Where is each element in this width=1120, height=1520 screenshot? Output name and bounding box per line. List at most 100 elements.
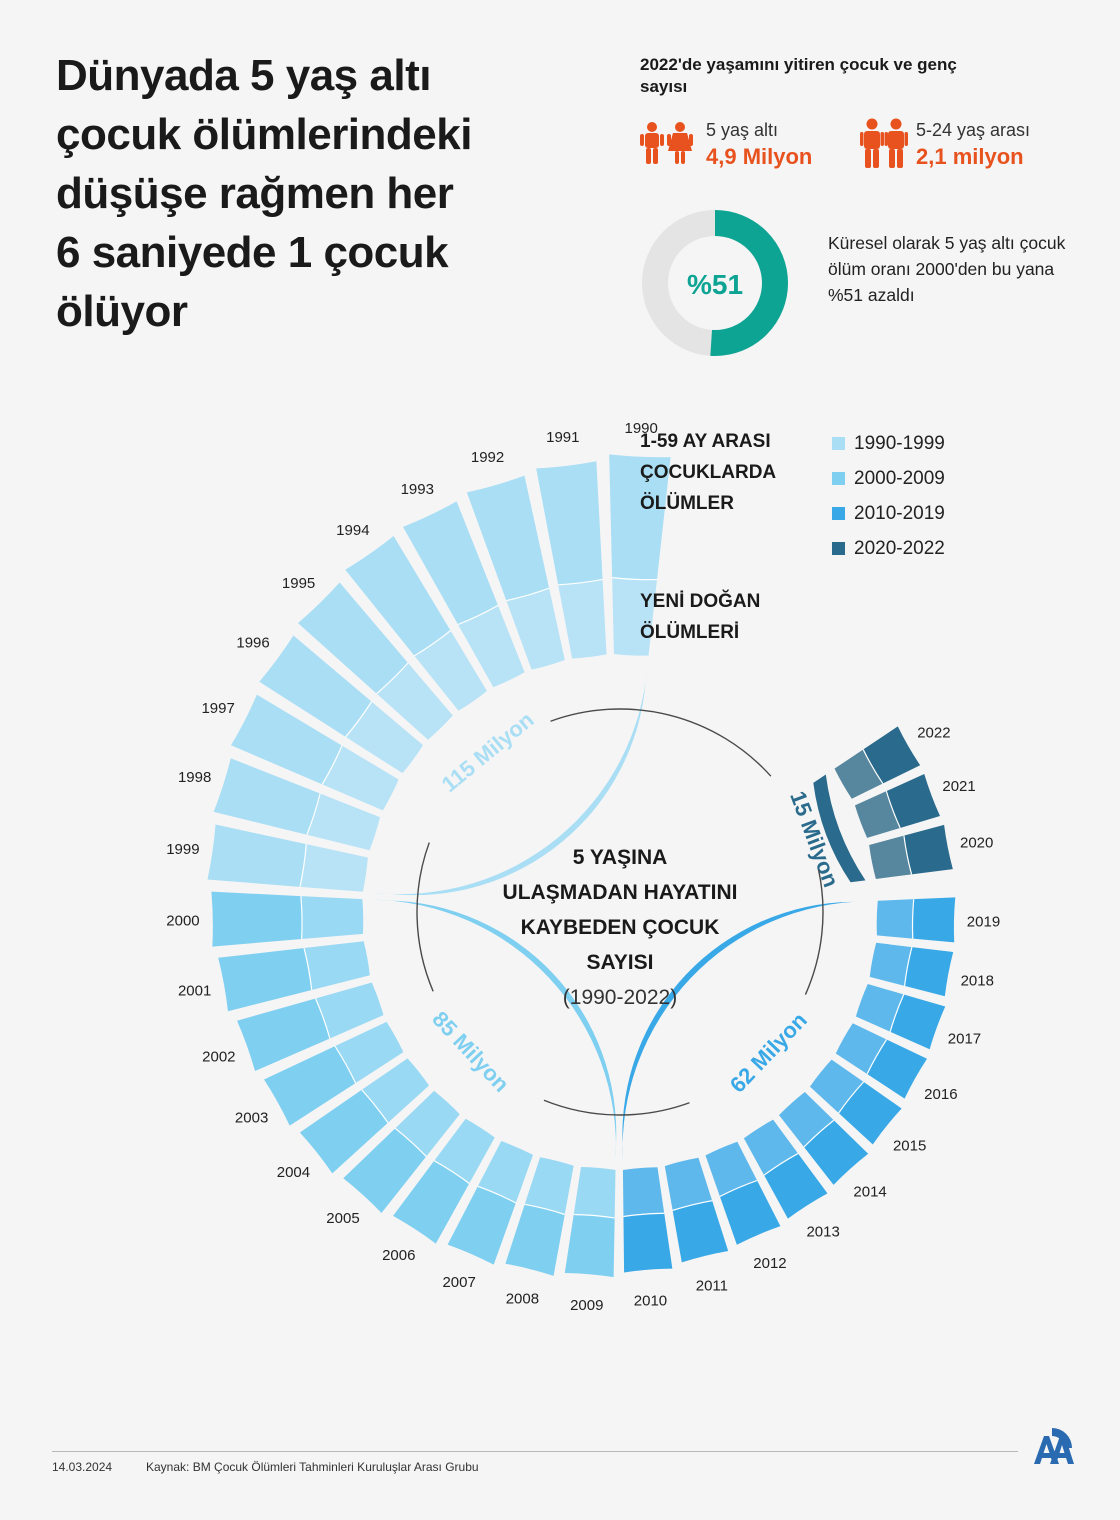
year-label-2010: 2010	[634, 1292, 667, 1309]
postneonatal-bar-2015	[838, 1081, 902, 1145]
neonatal-bar-2016	[835, 1023, 887, 1075]
segment-divider-2008	[524, 1203, 565, 1216]
postneonatal-bar-2006	[393, 1160, 470, 1244]
people-icon	[860, 118, 908, 168]
year-label-2005: 2005	[326, 1210, 359, 1227]
footer-divider	[52, 1451, 1018, 1452]
year-label-2019: 2019	[967, 914, 1000, 931]
year-label-2009: 2009	[570, 1297, 603, 1314]
segment-divider-2014	[803, 1119, 835, 1148]
decade-total-label: 85 Milyon	[427, 1006, 514, 1096]
postneonatal-bar-2020	[903, 824, 953, 875]
postneonatal-bar-2009	[564, 1214, 615, 1278]
postneonatal-bar-2003	[264, 1046, 356, 1126]
postneonatal-bar-2014	[803, 1120, 869, 1185]
postneonatal-bar-2016	[867, 1039, 928, 1099]
donut-label: %51	[687, 269, 743, 300]
year-label-1994: 1994	[336, 522, 369, 539]
segment-divider-1995	[376, 662, 409, 695]
title-line: 6 saniyede 1 çocuk	[56, 228, 449, 277]
segment-divider-2018	[903, 946, 913, 987]
neonatal-bar-1999	[299, 844, 368, 892]
year-label-2001: 2001	[178, 983, 211, 1000]
donut-value-arc	[642, 210, 788, 356]
legend-swatch	[832, 437, 845, 450]
neonatal-bar-2022	[834, 749, 883, 799]
year-label-1998: 1998	[178, 769, 211, 786]
segment-divider-1994	[414, 630, 451, 657]
legend-label: 2000-2009	[854, 467, 945, 489]
year-label-1995: 1995	[282, 575, 315, 592]
year-label-2007: 2007	[442, 1274, 475, 1291]
legend-item: 1990-1999	[832, 426, 945, 461]
legend-swatch	[832, 472, 845, 485]
year-label-1999: 1999	[166, 841, 199, 858]
segment-divider-2001	[303, 947, 313, 991]
year-label-2002: 2002	[202, 1049, 235, 1066]
center-title-line: 5 YAŞINA	[573, 846, 668, 869]
postneonatal-bar-2007	[447, 1186, 516, 1265]
under5-label: 5 yaş altı	[706, 120, 779, 140]
age5-24-value: 2,1 milyon	[916, 144, 1024, 169]
neonatal-bar-1993	[458, 605, 525, 688]
neonatal-bar-2004	[361, 1058, 430, 1123]
neonatal-bar-1991	[558, 579, 607, 659]
segment-divider-1991	[558, 578, 603, 586]
legend-swatch	[832, 542, 845, 555]
postneonatal-bar-2001	[218, 947, 312, 1012]
legend-item: 2020-2022	[832, 531, 945, 566]
year-label-2016: 2016	[924, 1086, 957, 1103]
inner-circle-segment	[543, 1099, 690, 1116]
segment-divider-2019	[911, 899, 915, 939]
decade-total-label: 62 Milyon	[725, 1007, 812, 1097]
decline-donut: %51	[642, 210, 788, 356]
year-label-2000: 2000	[166, 913, 199, 930]
year-label-2004: 2004	[277, 1164, 310, 1181]
page-title: Dünyada 5 yaş altı çocuk ölümlerindeki d…	[56, 46, 576, 341]
postneonatal-bar-2017	[890, 994, 946, 1050]
inner-circle-segment	[550, 708, 772, 777]
postneonatal-bar-2013	[764, 1153, 828, 1219]
inner-circle-segment	[416, 842, 434, 992]
title-line: ölüyor	[56, 287, 188, 336]
postneonatal-bar-1998	[213, 758, 321, 835]
title-line: Dünyada 5 yaş altı	[56, 51, 431, 100]
segment-divider-2003	[334, 1045, 357, 1084]
neonatal-bar-2001	[304, 941, 370, 991]
segment-divider-1993	[457, 604, 499, 626]
postneonatal-bar-1992	[466, 475, 550, 601]
decade-total-label: 115 Milyon	[437, 707, 539, 797]
neonatal-bar-2020	[869, 835, 912, 879]
segment-divider-2007	[477, 1185, 517, 1204]
neonatal-bar-2021	[854, 791, 901, 838]
postneonatal-bar-2008	[505, 1204, 565, 1276]
year-label-1996: 1996	[236, 634, 269, 651]
postneonatal-bar-2005	[343, 1128, 427, 1213]
segment-divider-2016	[866, 1039, 888, 1075]
title-line: düşüşe rağmen her	[56, 169, 454, 218]
postneonatal-bar-1997	[231, 694, 342, 785]
neonatal-bar-2002	[315, 982, 384, 1039]
neonatal-bar-2007	[477, 1141, 534, 1203]
neonatal-bar-2008	[524, 1157, 574, 1215]
neonatal-bar-2011	[664, 1157, 713, 1211]
under5-stat: 5 yaş altı 4,9 Milyon	[706, 120, 812, 170]
segment-divider-2005	[394, 1127, 427, 1157]
year-label-2021: 2021	[942, 778, 975, 795]
year-label-2014: 2014	[853, 1184, 886, 1201]
neonatal-bar-2015	[809, 1059, 864, 1114]
segment-divider-2010	[623, 1212, 665, 1218]
postneonatal-bar-2019	[912, 897, 956, 943]
year-label-2017: 2017	[948, 1031, 981, 1048]
legend-label: 2010-2019	[854, 502, 945, 524]
neonatal-bar-1994	[414, 630, 487, 711]
segment-divider-2002	[314, 998, 331, 1039]
stats-title: 2022'de yaşamını yitiren çocuk ve genç s…	[640, 55, 957, 96]
postneonatal-bar-2011	[672, 1200, 729, 1263]
legend-swatch	[832, 507, 845, 520]
center-title-line: SAYISI	[587, 951, 654, 974]
age5-24-stat: 5-24 yaş arası 2,1 milyon	[916, 120, 1030, 170]
radial-chart: 1990 1991 1992 1993 1994 1995 1996 1997 1998 1999…	[166, 420, 1000, 1314]
neonatal-bar-1990	[612, 577, 657, 656]
neonatal-bar-1996	[345, 701, 424, 774]
